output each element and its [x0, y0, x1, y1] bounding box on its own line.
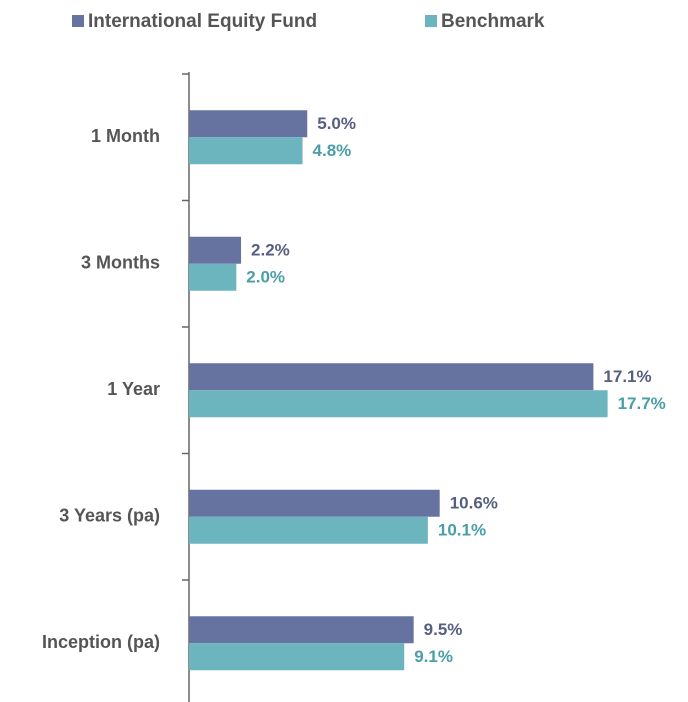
bar — [189, 236, 242, 264]
bar — [189, 137, 303, 165]
value-label: 5.0% — [317, 114, 356, 133]
value-label: 4.8% — [313, 141, 352, 160]
legend-swatch — [72, 15, 84, 27]
value-label: 9.5% — [424, 620, 463, 639]
y-tick-label: 3 Months — [81, 253, 160, 273]
y-tick-label: 1 Year — [107, 379, 160, 399]
value-label: 17.1% — [603, 367, 651, 386]
value-label: 17.7% — [618, 394, 666, 413]
bar — [189, 616, 414, 644]
legend-label: International Equity Fund — [88, 11, 317, 32]
bar — [189, 516, 428, 544]
y-tick-label: Inception (pa) — [42, 632, 160, 652]
bar — [189, 363, 594, 391]
value-label: 9.1% — [414, 647, 453, 666]
bar — [189, 110, 308, 138]
y-tick-label: 3 Years (pa) — [59, 506, 160, 526]
legend-label: Benchmark — [441, 11, 545, 32]
value-label: 2.0% — [246, 268, 285, 287]
bar — [189, 263, 237, 291]
bar — [189, 643, 405, 671]
value-label: 10.6% — [450, 494, 498, 513]
bar — [189, 390, 608, 418]
bar — [189, 489, 440, 517]
legend-swatch — [425, 15, 437, 27]
value-label: 10.1% — [438, 521, 486, 540]
y-tick-label: 1 Month — [91, 126, 160, 146]
value-label: 2.2% — [251, 241, 290, 260]
